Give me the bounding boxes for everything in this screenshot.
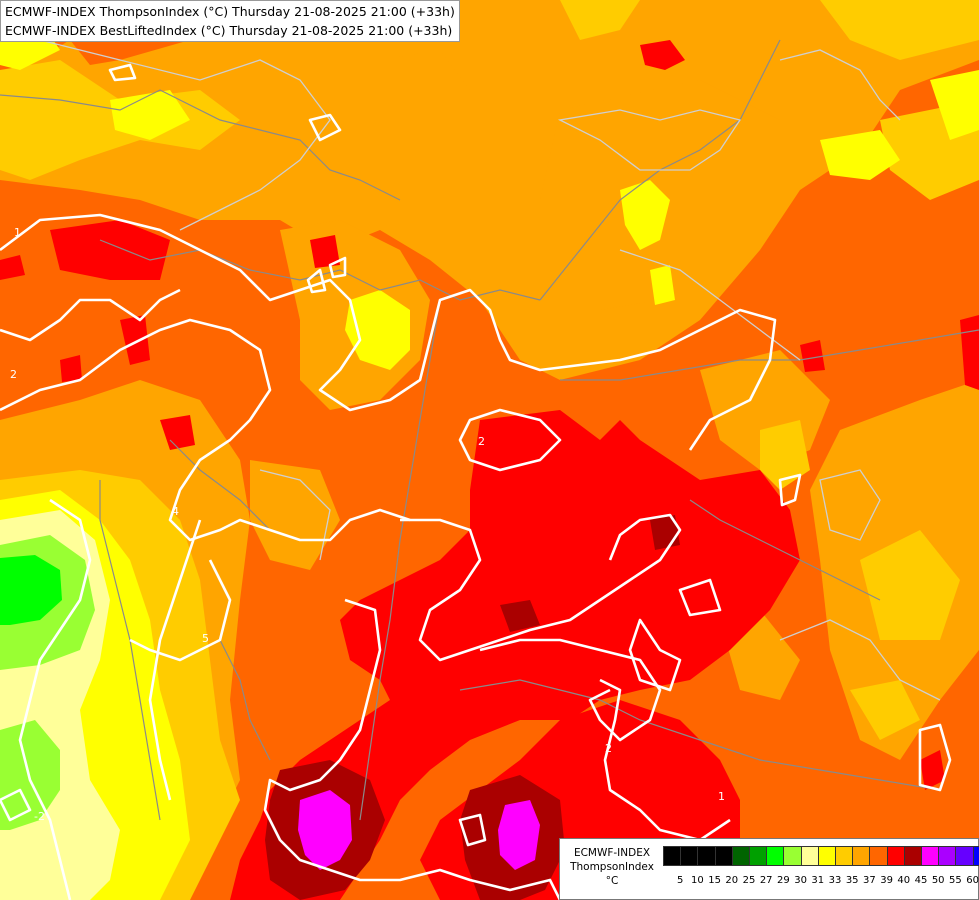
legend-swatch <box>921 846 940 866</box>
legend-tick: 35 <box>845 875 859 886</box>
legend-swatch <box>680 846 699 866</box>
field-45 <box>298 790 540 870</box>
legend-tick: 20 <box>725 875 739 886</box>
contour-label: 2 <box>10 368 17 381</box>
legend-swatch <box>800 846 819 866</box>
contour-label: 4 <box>172 505 179 518</box>
legend-tick: 45 <box>914 875 928 886</box>
legend-swatch <box>663 846 682 866</box>
legend-tick: 15 <box>708 875 721 886</box>
legend-swatch <box>817 846 836 866</box>
legend-unit: °C <box>605 875 619 887</box>
contour-labels: 1 2 4 5 -2 2 1 2 <box>10 226 725 823</box>
legend-tick: 29 <box>777 875 790 886</box>
legend-swatch <box>783 846 802 866</box>
legend-swatch <box>835 846 854 866</box>
title-thompson-index: ECMWF-INDEX ThompsonIndex (°C) Thursday … <box>5 4 455 19</box>
contour-label: 1 <box>718 790 725 803</box>
legend-label: ECMWF-INDEX ThompsonIndex °C <box>564 846 660 888</box>
color-legend: ECMWF-INDEX ThompsonIndex °C 5 10 15 20 25 27… <box>559 838 979 900</box>
legend-swatch <box>697 846 716 866</box>
contour-label: 2 <box>478 435 485 448</box>
contour-label: 1 <box>14 226 21 239</box>
legend-tick: 25 <box>742 875 756 886</box>
contour-label: -2 <box>34 810 45 823</box>
legend-tick: 30 <box>794 875 807 886</box>
field-27 <box>0 555 62 625</box>
lifted-index-contours <box>0 63 952 900</box>
legend-tick: 31 <box>811 875 825 886</box>
legend-swatch <box>886 846 905 866</box>
legend-tick: 33 <box>828 875 842 886</box>
legend-swatch <box>903 846 922 866</box>
coastlines <box>39 39 941 701</box>
legend-tick: 40 <box>897 875 911 886</box>
map-title: ECMWF-INDEX ThompsonIndex (°C) Thursday … <box>0 0 460 42</box>
title-best-lifted-index: ECMWF-INDEX BestLiftedIndex (°C) Thursda… <box>5 23 453 38</box>
legend-tick: 37 <box>863 875 876 886</box>
country-borders <box>0 39 979 821</box>
legend-swatch <box>731 846 750 866</box>
legend-tick: 60 <box>966 875 979 886</box>
legend-swatch <box>852 846 871 866</box>
contour-label: 5 <box>202 632 209 645</box>
legend-swatch <box>938 846 957 866</box>
legend-tick: 27 <box>759 875 773 886</box>
legend-tick: 5 <box>677 875 684 886</box>
legend-tick: 39 <box>880 875 893 886</box>
legend-swatch <box>972 846 979 866</box>
legend-tick: 55 <box>949 875 962 886</box>
legend-swatch <box>869 846 888 866</box>
legend-variable: ThompsonIndex <box>570 861 654 873</box>
legend-model: ECMWF-INDEX <box>573 847 651 859</box>
legend-swatch <box>749 846 768 866</box>
legend-swatch <box>766 846 785 866</box>
legend-swatch <box>955 846 974 866</box>
contour-label: 2 <box>605 742 612 755</box>
legend-tick: 50 <box>931 875 945 886</box>
legend-tick: 10 <box>691 875 704 886</box>
legend-swatch <box>714 846 733 866</box>
